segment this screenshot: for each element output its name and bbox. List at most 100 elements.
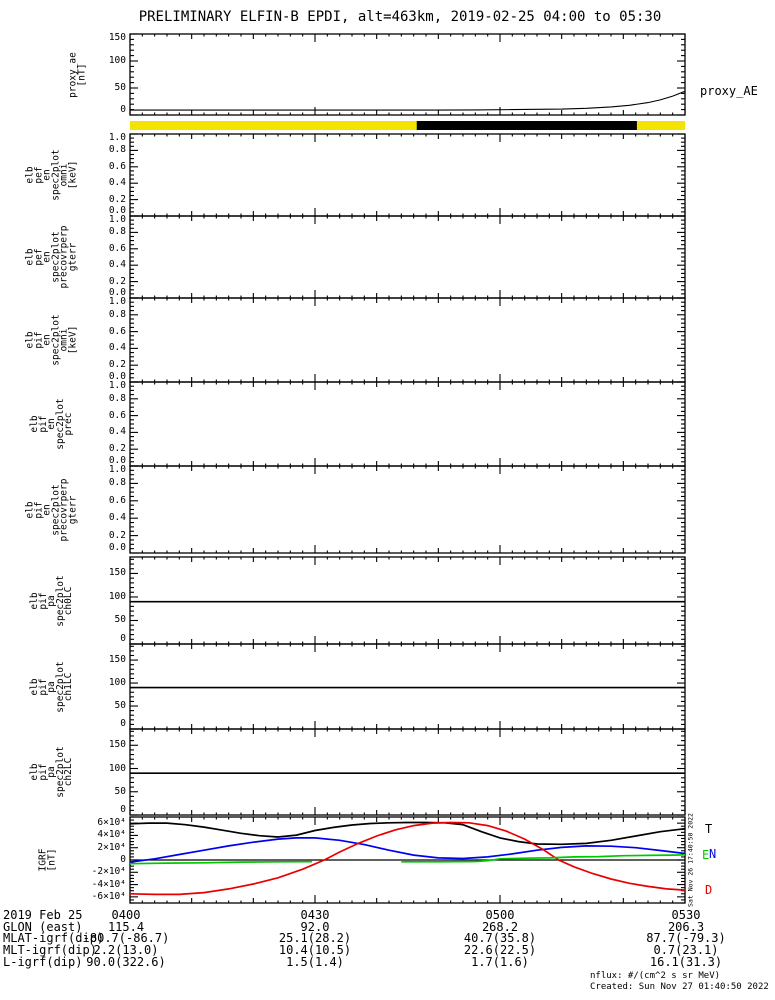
igrf-ytick-label: 0 — [120, 854, 126, 865]
proxy-ae-ylabel: proxy_ae [nT] — [67, 51, 88, 98]
T-line — [129, 821, 686, 846]
elb-pif-pa-spec2plot-ch2LC-ytick-label: 100 — [108, 762, 126, 774]
elb-pif-en-spec2plot-omni-ytick-label: 0.4 — [108, 342, 126, 354]
elb-pif-en-spec2plot-omni-ytick-label: 0.0 — [108, 371, 126, 382]
series-label-T: T — [705, 821, 713, 836]
proxy-ae-ytick-label: 0 — [120, 104, 126, 115]
footer-value: 1.7(1.6) — [471, 955, 529, 969]
elb-pif-en-spec2plot-precovrperp-gterr-ylabel: elb pif en spec2plot precovrperp gterr — [24, 478, 79, 541]
footer-value: -80.7(-86.7) — [82, 931, 170, 945]
elb-pif-en-spec2plot-precovrperp-gterr-ytick-label: 1.0 — [108, 464, 126, 475]
elb-pif-en-spec2plot-precovrperp-gterr-frame — [129, 465, 686, 554]
elb-pef-en-spec2plot-omni-ytick-label: 0.8 — [108, 144, 126, 156]
elb-pef-en-spec2plot-omni-ytick-label: 1.0 — [108, 132, 126, 143]
igrf-ytick-label: 2×10⁴ — [97, 841, 126, 853]
igrf-ytick-label: 4×10⁴ — [97, 829, 126, 841]
proxy-ae-ytick-label: 150 — [108, 32, 126, 43]
elb-pef-en-spec2plot-omni-ytick-label: 0.4 — [108, 177, 126, 189]
footer-value: 0.7(23.1) — [653, 943, 719, 957]
igrf-ytick-label: -2×10⁴ — [91, 866, 126, 878]
footer-value: 90.0(322.6) — [86, 955, 166, 969]
elb-pef-en-spec2plot-precovrperp-gterr-frame — [129, 215, 686, 299]
footer-row-label: MLAT-igrf(dip) — [3, 931, 105, 945]
elb-pif-pa-spec2plot-ch1LC-ytick-label: 100 — [108, 677, 126, 689]
orbit-bar — [130, 121, 685, 130]
elb-pef-en-spec2plot-precovrperp-gterr-ytick-label: 0.2 — [108, 275, 126, 287]
side-timestamp: Sat Nov 26 17:40:50 2022 — [686, 813, 695, 907]
footer-value: 1.5(1.4) — [286, 955, 344, 969]
elb-pef-en-spec2plot-omni-ytick-label: 0.0 — [108, 205, 126, 216]
N-line — [129, 837, 686, 863]
elb-pif-en-spec2plot-prec-ytick-label: 0.0 — [108, 455, 126, 466]
elb-pef-en-spec2plot-precovrperp-gterr-ytick-label: 1.0 — [108, 214, 126, 225]
elb-pef-en-spec2plot-omni-frame — [129, 133, 686, 217]
elb-pif-en-spec2plot-prec-ytick-label: 0.4 — [108, 426, 126, 438]
footer-row-label: MLT-igrf(dip) — [3, 943, 97, 957]
elb-pif-pa-spec2plot-ch1LC-ytick-label: 50 — [114, 700, 126, 712]
elb-pif-en-spec2plot-prec-ytick-label: 0.8 — [108, 392, 126, 404]
elb-pif-en-spec2plot-omni-frame — [129, 297, 686, 383]
series-label-D: D — [705, 883, 713, 898]
elb-pif-en-spec2plot-prec-ylabel: elb pif en spec2plot prec — [28, 398, 74, 450]
proxy-ae-ytick-label: 50 — [114, 82, 126, 93]
elb-pif-en-spec2plot-omni-ytick-label: 0.8 — [108, 308, 126, 320]
footer-row-label: 2019 Feb 25 — [3, 908, 83, 922]
footer-value: 10.4(10.5) — [278, 943, 352, 957]
footer-value: 115.4 — [107, 920, 145, 934]
elb-pif-en-spec2plot-prec-frame — [129, 381, 686, 467]
created-timestamp: Created: Sun Nov 27 01:40:50 2022 — [590, 982, 769, 992]
x-axis-label: 0400 — [111, 908, 141, 922]
elb-pif-pa-spec2plot-ch2LC-ytick-label: 150 — [108, 739, 126, 751]
series-label-N: N — [709, 846, 717, 861]
proxy_AE-line — [130, 90, 686, 111]
elb-pif-pa-spec2plot-ch0LC-ytick-label: 0 — [120, 633, 126, 644]
elb-pif-pa-spec2plot-ch1LC-ytick-label: 0 — [120, 718, 126, 729]
proxy-ae-frame — [129, 33, 686, 116]
elb-pif-pa-spec2plot-ch0LC-ylabel: elb pif pa spec2plot ch0LC — [28, 574, 74, 627]
series-label-proxy_AE: proxy_AE — [700, 84, 758, 99]
elb-pif-pa-spec2plot-ch1LC-ylabel: elb pif pa spec2plot ch1LC — [28, 660, 74, 713]
elb-pif-en-spec2plot-omni-ytick-label: 1.0 — [108, 296, 126, 307]
elb-pif-en-spec2plot-prec-ytick-label: 0.6 — [108, 409, 126, 421]
igrf-ytick-label: -4×10⁴ — [91, 878, 126, 890]
elb-pif-pa-spec2plot-ch0LC-ytick-label: 100 — [108, 590, 126, 602]
footer-value: 268.2 — [481, 920, 519, 934]
x-axis-label: 0530 — [671, 908, 701, 922]
elb-pif-en-spec2plot-precovrperp-gterr-ytick-label: 0.8 — [108, 477, 126, 489]
elb-pif-pa-spec2plot-ch0LC-frame — [129, 556, 686, 645]
elb-pif-en-spec2plot-omni-ylabel: elb pif en spec2plot omni [keV] — [24, 314, 79, 366]
elb-pif-en-spec2plot-prec-ytick-label: 1.0 — [108, 380, 126, 391]
chart-title: PRELIMINARY ELFIN-B EPDI, alt=463km, 201… — [138, 9, 662, 25]
orbit-bar-segment — [416, 121, 637, 130]
footer-value: 22.6(22.5) — [463, 943, 537, 957]
elb-pif-pa-spec2plot-ch2LC-ylabel: elb pif pa spec2plot ch2LC — [28, 746, 74, 798]
D-line — [129, 821, 686, 896]
igrf-ytick-label: 6×10⁴ — [97, 817, 126, 829]
footer-value: 92.0 — [300, 920, 330, 934]
elb-pif-en-spec2plot-omni-ytick-label: 0.2 — [108, 359, 126, 371]
elb-pef-en-spec2plot-precovrperp-gterr-ytick-label: 0.6 — [108, 242, 126, 254]
elb-pif-en-spec2plot-precovrperp-gterr-ytick-label: 0.6 — [108, 494, 126, 506]
footer-value: 25.1(28.2) — [278, 931, 352, 945]
elb-pef-en-spec2plot-precovrperp-gterr-ytick-label: 0.0 — [108, 287, 126, 298]
elb-pef-en-spec2plot-precovrperp-gterr-ytick-label: 0.4 — [108, 259, 126, 271]
elb-pif-en-spec2plot-precovrperp-gterr-ytick-label: 0.4 — [108, 512, 126, 524]
footer-value: 206.3 — [667, 920, 705, 934]
footer-value: 16.1(31.3) — [649, 955, 723, 969]
elb-pif-pa-spec2plot-ch2LC-ytick-label: 50 — [114, 785, 126, 797]
footer-value: 40.7(35.8) — [463, 931, 537, 945]
elb-pef-en-spec2plot-omni-ytick-label: 0.6 — [108, 160, 126, 172]
footer-value: 2.2(13.0) — [93, 943, 159, 957]
x-axis-label: 0430 — [300, 908, 330, 922]
footer-row-label: L-igrf(dip) — [3, 955, 83, 969]
igrf-ytick-label: -6×10⁴ — [91, 890, 126, 902]
elb-pef-en-spec2plot-omni-ylabel: elb pef en spec2plot omni [keV] — [24, 149, 79, 201]
proxy-ae-ytick-label: 100 — [108, 55, 126, 66]
elb-pif-en-spec2plot-omni-ytick-label: 0.6 — [108, 325, 126, 337]
elb-pif-en-spec2plot-prec-ytick-label: 0.2 — [108, 443, 126, 455]
footer-row-label: GLON (east) — [3, 920, 83, 934]
elb-pif-pa-spec2plot-ch0LC-ytick-label: 150 — [108, 567, 126, 579]
E-line — [401, 853, 686, 863]
